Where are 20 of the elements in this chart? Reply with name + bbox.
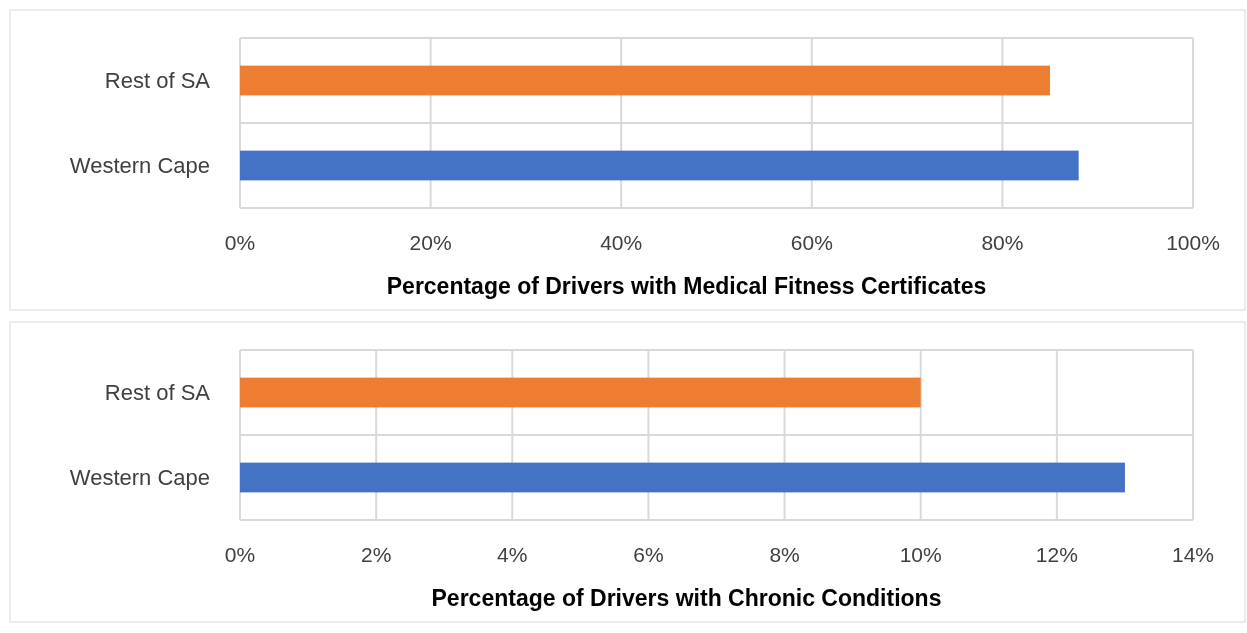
y-tick-label: Western Cape [69, 465, 210, 491]
x-tick-label: 4% [497, 543, 528, 566]
x-tick-label: 100% [1166, 231, 1220, 254]
x-axis-title: Percentage of Drivers with Medical Fitness Certificates [386, 273, 987, 299]
x-tick-label: 20% [409, 231, 452, 254]
y-tick-label: Rest of SA [104, 68, 211, 94]
x-tick-label: 10% [899, 543, 942, 566]
x-axis-title: Percentage of Drivers with Chronic Conditions [431, 585, 942, 611]
x-tick-label: 40% [600, 231, 643, 254]
x-tick-label: 80% [981, 231, 1024, 254]
x-tick-label: 60% [790, 231, 833, 254]
x-tick-label: 8% [769, 543, 800, 566]
y-tick-label: Rest of SA [104, 380, 211, 406]
x-tick-label: 12% [1035, 543, 1078, 566]
x-tick-label: 14% [1171, 543, 1215, 566]
y-tick-label: Western Cape [69, 153, 210, 179]
x-tick-label: 6% [633, 543, 664, 566]
x-tick-label: 2% [360, 543, 392, 566]
x-tick-label: 0% [224, 231, 256, 254]
x-tick-label: 0% [224, 543, 256, 566]
